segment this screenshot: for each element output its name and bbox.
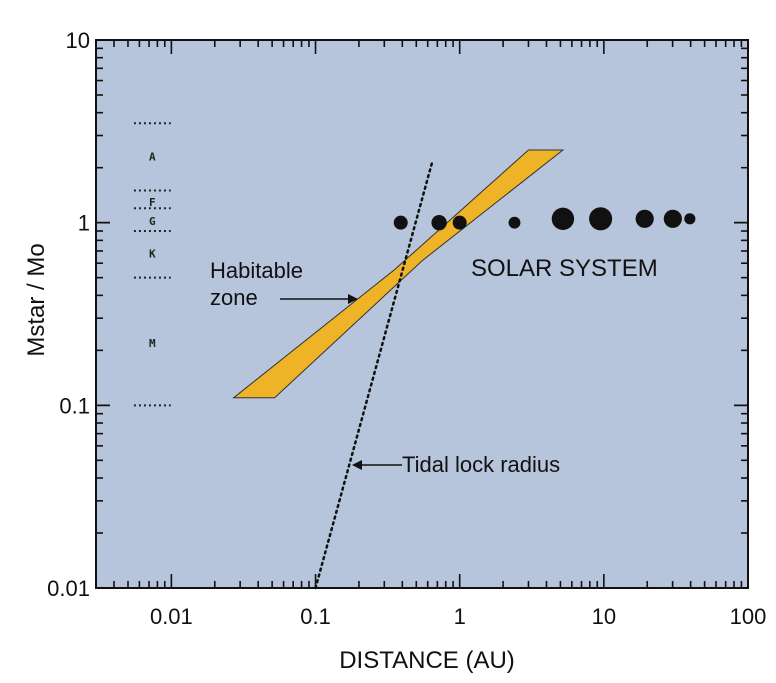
habitable-zone-label-line2: zone: [210, 285, 258, 310]
tidal-lock-radius-line: [314, 158, 434, 590]
plot-frame: [95, 39, 749, 589]
habitable-zone-label-line1: Habitable: [210, 258, 303, 283]
tidal-lock-line: [314, 158, 434, 590]
spectral-class-label: A: [149, 151, 156, 164]
y-tick-label: 0.01: [47, 576, 90, 601]
planet-dot: [508, 216, 521, 229]
x-tick-label: 10: [592, 604, 616, 629]
axis-ticks: [95, 39, 748, 589]
y-tick-label: 10: [66, 28, 90, 53]
planet-dot: [684, 213, 696, 225]
planet-dot: [551, 207, 575, 230]
habitable-zone-band: [232, 149, 565, 399]
spectral-class-label: M: [149, 337, 156, 350]
planet-dot: [663, 209, 682, 228]
spectral-class-label: K: [149, 247, 156, 260]
solar-system-label: SOLAR SYSTEM: [471, 255, 658, 282]
planet-dot: [452, 215, 467, 230]
spectral-class-label: G: [149, 215, 156, 228]
x-axis-label: DISTANCE (AU): [339, 647, 515, 674]
solar-system-planets: [393, 207, 696, 231]
x-tick-label: 1: [454, 604, 466, 629]
x-tick-label: 100: [730, 604, 767, 629]
tidal-lock-label: Tidal lock radius: [402, 452, 560, 477]
y-tick-labels: 0.01 0.1 1 10: [47, 28, 90, 601]
spectral-class-markers: A FG K M: [133, 122, 171, 407]
y-tick-label: 0.1: [59, 393, 90, 418]
y-tick-label: 1: [78, 211, 90, 236]
x-tick-label: 0.01: [150, 604, 193, 629]
y-axis-label: Mstar / Mo: [23, 243, 50, 356]
spectral-class-label: F: [149, 196, 156, 209]
x-tick-label: 0.1: [300, 604, 331, 629]
habitable-zone-arrowhead: [348, 294, 358, 304]
planet-dot: [635, 209, 654, 228]
planet-dot: [589, 207, 613, 231]
x-tick-labels: 0.01 0.1 1 10 100: [150, 604, 766, 629]
planet-dot: [431, 214, 447, 231]
plot-background: [96, 40, 748, 588]
tidal-lock-arrowhead: [352, 460, 362, 470]
planet-dot: [393, 215, 408, 230]
